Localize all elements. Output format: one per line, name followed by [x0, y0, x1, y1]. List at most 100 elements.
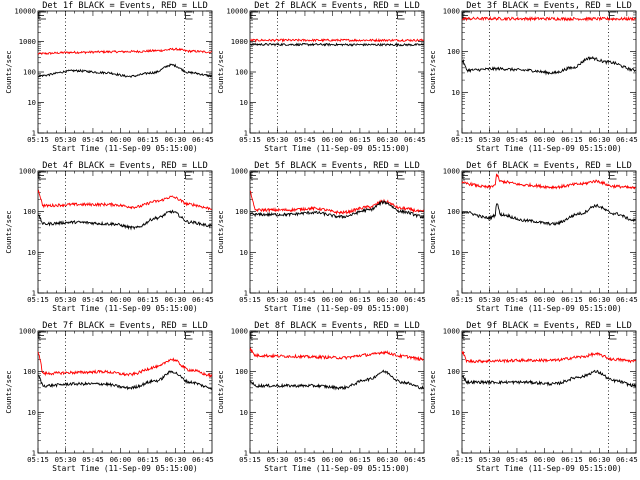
flag-mark	[462, 11, 470, 20]
y-tick-label: 1	[456, 129, 460, 138]
y-axis-label: Counts/sec	[428, 50, 437, 93]
flag-mark	[185, 331, 193, 340]
y-tick-label: 1000	[443, 327, 460, 336]
x-axis-label: Start Time (11-Sep-09 05:15:00)	[264, 464, 410, 473]
x-tick-label: 05:45	[82, 135, 104, 144]
event-rate-line	[461, 203, 636, 226]
event-rate-line	[37, 63, 212, 79]
x-tick-label: 05:45	[82, 455, 104, 464]
x-tick-label: 06:00	[110, 295, 132, 304]
x-tick-label: 06:45	[192, 295, 214, 304]
x-tick-label: 05:15	[27, 135, 49, 144]
y-tick-label: 1	[244, 289, 248, 298]
y-tick-label: 1	[244, 449, 248, 458]
chart-panel: Det 2f BLACK = Events, RED = LLD 1 10 100 10…	[216, 1, 426, 153]
plot-frame	[37, 170, 213, 294]
y-tick-label: 1000	[443, 7, 460, 16]
plot-frame	[461, 330, 637, 454]
flag-mark	[250, 331, 258, 340]
lld-rate-line	[249, 347, 424, 362]
y-tick-label: 10	[27, 98, 36, 107]
plot-frame	[249, 330, 425, 454]
x-tick-label: 06:30	[589, 135, 611, 144]
event-rate-line	[249, 369, 424, 391]
y-tick-label: 1	[32, 449, 36, 458]
y-tick-label: 1000	[19, 327, 36, 336]
x-tick-label: 05:30	[479, 135, 501, 144]
lld-rate-line	[461, 173, 636, 190]
x-tick-label: 05:45	[506, 295, 528, 304]
y-tick-label: 1	[244, 129, 248, 138]
plot-frame	[461, 10, 637, 134]
chart-panel: Det 7f BLACK = Events, RED = LLD 1 10 100 10…	[4, 321, 214, 473]
y-tick-label: 1000	[19, 37, 36, 46]
y-tick-label: 100	[235, 207, 248, 216]
x-tick-label: 06:15	[561, 295, 583, 304]
x-tick-label: 06:15	[349, 135, 371, 144]
x-tick-label: 06:15	[137, 455, 159, 464]
x-tick-label: 05:30	[479, 295, 501, 304]
y-tick-label: 10	[239, 98, 248, 107]
chart-title: Det 8f BLACK = Events, RED = LLD	[254, 321, 420, 331]
y-tick-label: 100	[23, 207, 36, 216]
x-tick-label: 05:15	[451, 455, 473, 464]
event-rate-line	[249, 200, 425, 220]
x-tick-label: 05:15	[239, 455, 261, 464]
flag-mark	[397, 331, 405, 340]
x-axis-label: Start Time (11-Sep-09 05:15:00)	[476, 144, 622, 153]
x-tick-label: 05:30	[55, 135, 77, 144]
y-tick-label: 100	[447, 367, 460, 376]
y-tick-label: 1	[32, 289, 36, 298]
x-tick-label: 05:30	[267, 135, 289, 144]
y-tick-label: 1000	[231, 167, 248, 176]
y-axis-label: Counts/sec	[216, 370, 225, 413]
x-tick-label: 06:30	[589, 295, 611, 304]
y-tick-label: 10	[239, 408, 248, 417]
flag-mark	[609, 331, 617, 340]
x-tick-label: 06:45	[404, 455, 426, 464]
y-tick-label: 1000	[231, 37, 248, 46]
y-tick-label: 10	[451, 408, 460, 417]
x-tick-label: 05:45	[294, 455, 316, 464]
x-tick-label: 06:15	[349, 295, 371, 304]
event-rate-line	[37, 370, 213, 391]
x-tick-label: 06:45	[616, 455, 638, 464]
x-tick-label: 06:45	[192, 135, 214, 144]
y-axis-label: Counts/sec	[216, 50, 225, 93]
y-tick-label: 100	[447, 47, 460, 56]
x-tick-label: 06:00	[322, 295, 344, 304]
x-tick-label: 05:30	[267, 295, 289, 304]
lld-rate-line	[461, 350, 637, 364]
x-axis-label: Start Time (11-Sep-09 05:15:00)	[52, 304, 198, 313]
y-tick-label: 1	[456, 449, 460, 458]
x-tick-label: 06:00	[534, 295, 556, 304]
x-tick-label: 06:15	[137, 295, 159, 304]
chart-title: Det 6f BLACK = Events, RED = LLD	[466, 161, 632, 171]
lld-rate-line	[37, 351, 213, 378]
event-rate-line	[37, 209, 213, 231]
chart-title: Det 5f BLACK = Events, RED = LLD	[254, 161, 420, 171]
y-tick-label: 1	[456, 289, 460, 298]
x-tick-label: 05:45	[506, 135, 528, 144]
y-tick-label: 10	[239, 248, 248, 257]
lld-rate-line	[461, 15, 637, 22]
x-tick-label: 05:15	[451, 135, 473, 144]
chart-panel: Det 1f BLACK = Events, RED = LLD 1 10 100 10…	[4, 1, 214, 153]
x-tick-label: 06:45	[192, 455, 214, 464]
chart-panel: Det 5f BLACK = Events, RED = LLD 1 10 100 10…	[216, 161, 426, 313]
x-tick-label: 05:45	[82, 295, 104, 304]
x-tick-label: 06:30	[165, 455, 187, 464]
x-tick-label: 06:30	[165, 135, 187, 144]
flag-mark	[462, 331, 470, 340]
y-tick-label: 1000	[443, 167, 460, 176]
x-tick-label: 06:45	[616, 295, 638, 304]
lld-rate-line	[249, 190, 425, 215]
chart-panel: Det 3f BLACK = Events, RED = LLD 1 10 100 10…	[428, 1, 638, 153]
x-tick-label: 05:15	[451, 295, 473, 304]
x-tick-label: 05:15	[27, 455, 49, 464]
y-tick-label: 100	[447, 207, 460, 216]
event-rate-line	[461, 55, 636, 76]
x-tick-label: 06:30	[589, 455, 611, 464]
chart-title: Det 3f BLACK = Events, RED = LLD	[466, 1, 632, 11]
